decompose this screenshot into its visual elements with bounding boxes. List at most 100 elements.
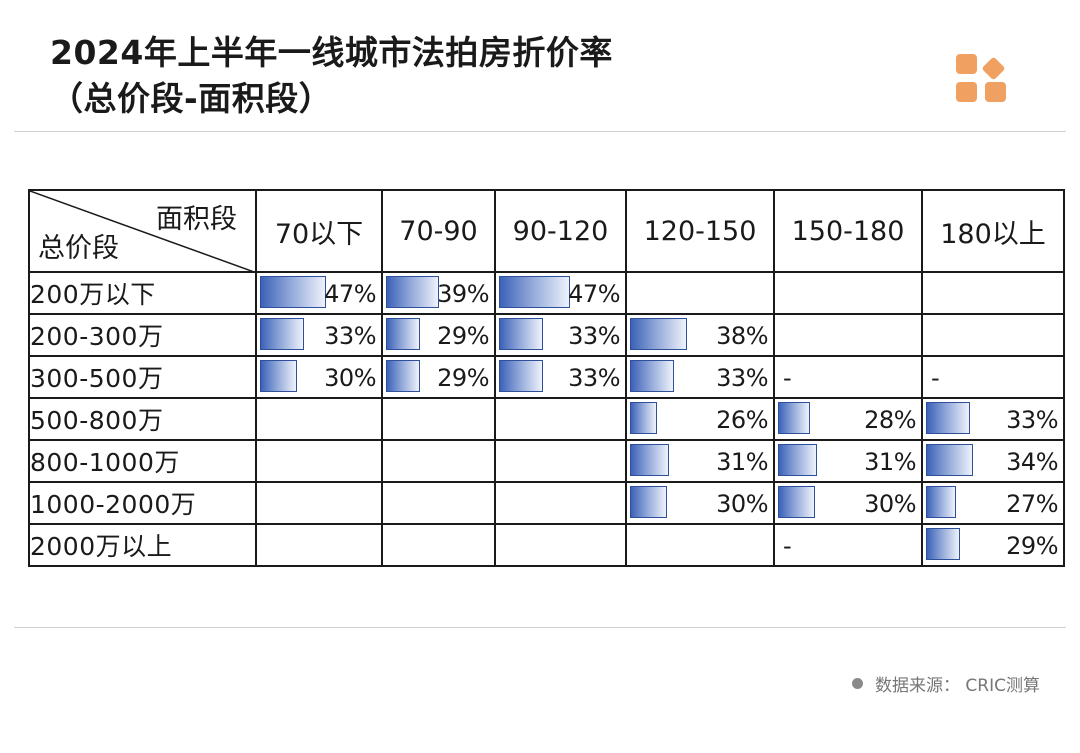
table-cell: 29% [381,355,496,399]
bottom-divider [14,627,1066,628]
table-cell [494,439,627,483]
table-row: 2000万以上 - 29% [28,523,1065,567]
table-row: 200-300万 33% 29% 33% 38% [28,313,1065,357]
table-cell [625,271,775,315]
row-header: 300-500万 [28,355,257,399]
table-row: 300-500万 30% 29% 33% 33% - - [28,355,1065,399]
rate-bar [499,360,543,392]
rate-bar [630,318,687,350]
rate-bar [926,528,960,560]
corner-header: 面积段 总价段 [28,189,257,273]
rate-value: 30% [864,490,916,518]
title-line-1: 2024年上半年一线城市法拍房折价率 [50,33,613,72]
table-cell: 47% [255,271,383,315]
rate-value: 26% [716,406,768,434]
table-cell: 27% [921,481,1065,525]
column-header: 70-90 [381,189,496,273]
rate-value: 31% [716,448,768,476]
table-cell [494,397,627,441]
rate-value: 33% [568,364,620,392]
table-row: 800-1000万 31% 31% 34% [28,439,1065,483]
table-cell: 33% [255,313,383,357]
rate-bar [630,486,667,518]
table-cell [381,481,496,525]
table-row: 200万以下 47% 39% 47% [28,271,1065,315]
rate-value: 33% [324,322,376,350]
table-cell [773,313,923,357]
table-cell: 30% [625,481,775,525]
rate-bar [630,402,657,434]
rate-value: 47% [568,280,620,308]
row-header: 500-800万 [28,397,257,441]
rate-bar [630,360,674,392]
rate-value: 29% [437,322,489,350]
chart-title: 2024年上半年一线城市法拍房折价率 （总价段-面积段） [50,30,613,122]
column-header: 120-150 [625,189,775,273]
column-header: 70以下 [255,189,383,273]
table-cell: 34% [921,439,1065,483]
corner-diagonal [30,191,257,273]
table-cell [625,523,775,567]
rate-bar [926,444,973,476]
table-cell: 39% [381,271,496,315]
table-cell: - [921,355,1065,399]
rate-bar [630,444,669,476]
table-cell [773,271,923,315]
rate-bar [386,360,420,392]
rate-bar [260,360,297,392]
table-cell: 33% [494,355,627,399]
table-cell: 28% [773,397,923,441]
table-cell [921,271,1065,315]
bullet-icon [852,678,864,689]
table-cell [255,397,383,441]
rate-value: 29% [437,364,489,392]
rate-bar [386,276,439,308]
table-cell: 29% [381,313,496,357]
no-data-mark: - [783,532,792,560]
table-cell [381,523,496,567]
row-header: 800-1000万 [28,439,257,483]
no-data-mark: - [931,364,940,392]
table-cell [494,523,627,567]
table-cell: 47% [494,271,627,315]
table-cell: 33% [921,397,1065,441]
table-cell: - [773,523,923,567]
rate-value: 38% [716,322,768,350]
rate-value: 34% [1006,448,1058,476]
row-header: 200-300万 [28,313,257,357]
table-cell [381,439,496,483]
table-cell: 38% [625,313,775,357]
table-cell [255,439,383,483]
rate-bar [499,318,543,350]
table-cell: 29% [921,523,1065,567]
rate-bar [926,402,970,434]
rate-value: 30% [324,364,376,392]
rate-bar [260,318,304,350]
rate-value: 31% [864,448,916,476]
rate-value: 33% [568,322,620,350]
rate-value: 27% [1006,490,1058,518]
table-cell [381,397,496,441]
rate-bar [778,444,817,476]
rate-bar [260,276,326,308]
table-cell: 26% [625,397,775,441]
column-header: 180以上 [921,189,1065,273]
discount-rate-table: 面积段 总价段 70以下 70-90 90-120 120-150 150-18… [28,189,1065,567]
corner-column-label: 面积段 [156,204,237,235]
brand-logo-icon [956,54,1006,102]
source-note: 数据来源： CRIC测算 [852,671,1040,696]
row-header: 200万以下 [28,271,257,315]
rate-bar [778,402,810,434]
header-row: 面积段 总价段 70以下 70-90 90-120 120-150 150-18… [28,189,1065,273]
table-body: 200万以下 47% 39% 47% 200-300万 33% 29% 33% 38% 300-5… [28,271,1065,567]
rate-value: 30% [716,490,768,518]
table-cell: 33% [625,355,775,399]
row-header: 2000万以上 [28,523,257,567]
table-row: 1000-2000万 30% 30% 27% [28,481,1065,525]
top-divider [14,131,1066,132]
column-header: 150-180 [773,189,923,273]
table-cell [255,523,383,567]
rate-value: 39% [437,280,489,308]
table-cell: 30% [773,481,923,525]
row-header: 1000-2000万 [28,481,257,525]
